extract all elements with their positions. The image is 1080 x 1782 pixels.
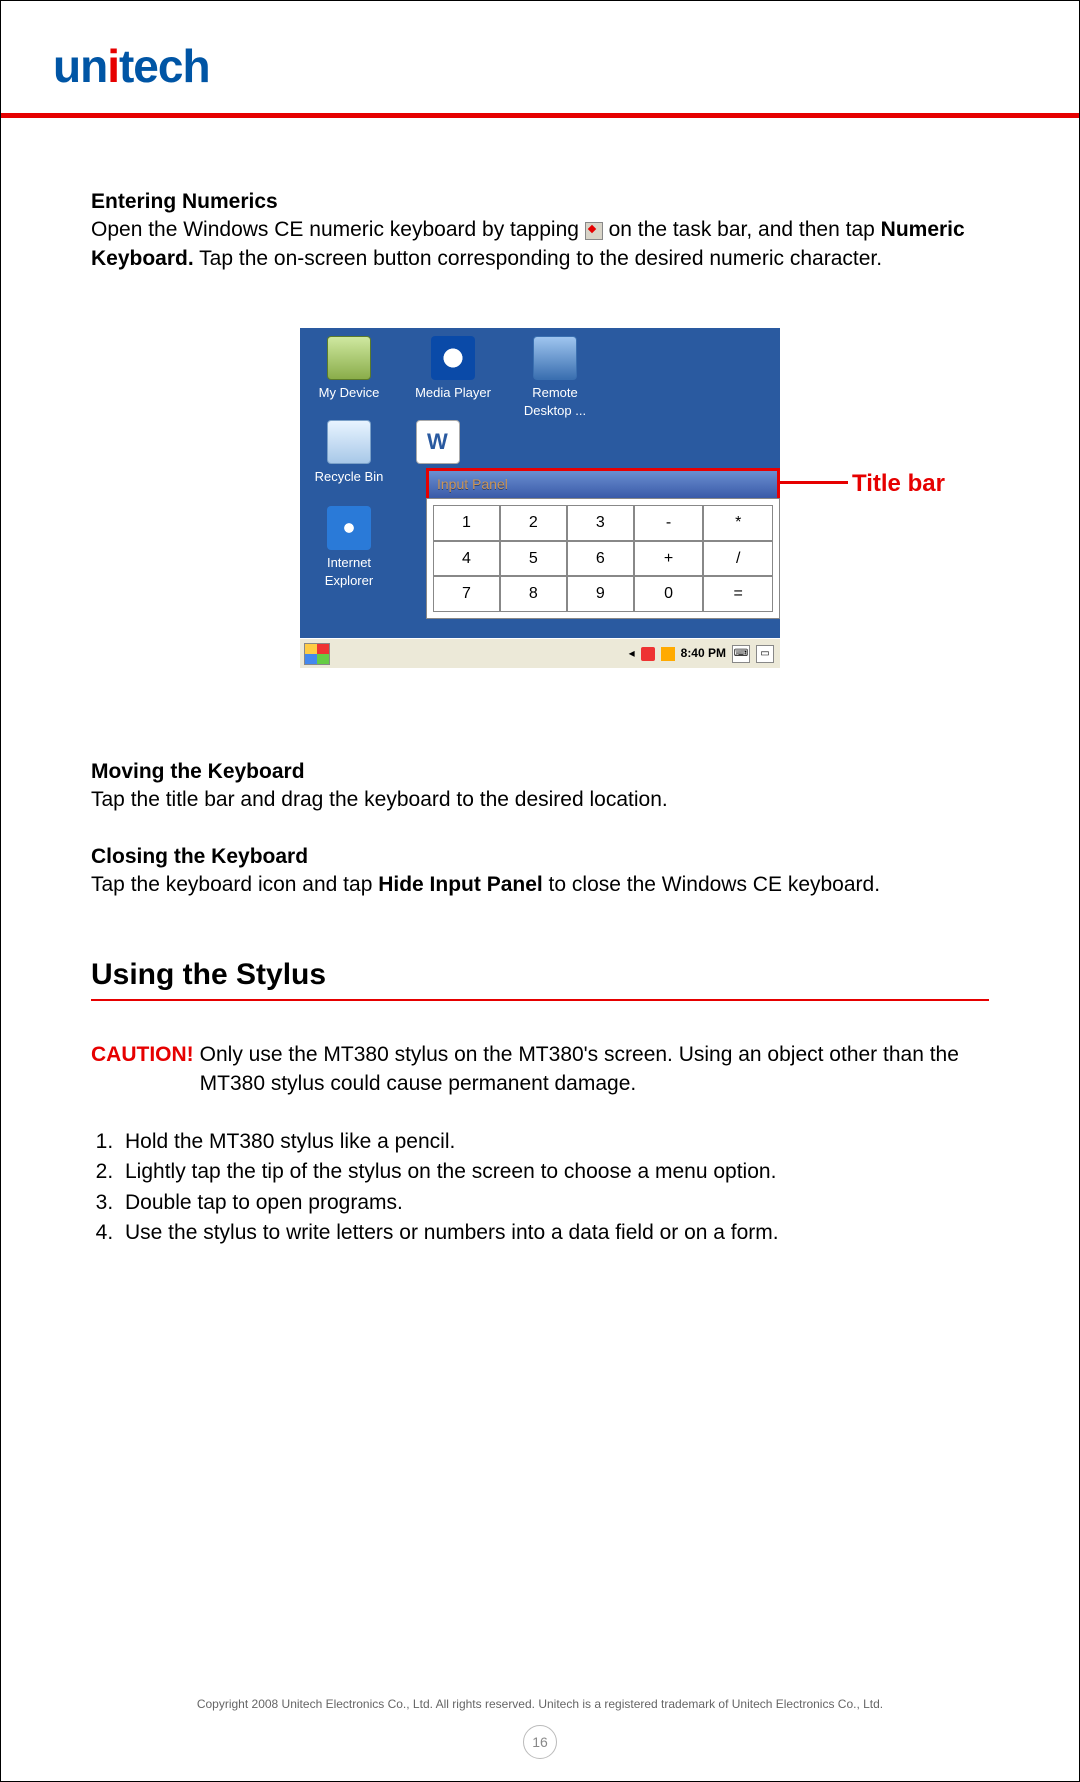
brand-logo: unitech — [53, 40, 210, 92]
key-9[interactable]: 9 — [567, 576, 634, 612]
caution-block: CAUTION! Only use the MT380 stylus on th… — [91, 1041, 989, 1098]
key-4[interactable]: 4 — [433, 541, 500, 577]
closing-keyboard-para: Closing the Keyboard Tap the keyboard ic… — [91, 843, 989, 900]
media-label: Media Player — [408, 384, 498, 402]
media-player-icon — [431, 336, 475, 380]
key-slash[interactable]: / — [703, 541, 773, 577]
closing-pre: Tap the keyboard icon and tap — [91, 873, 378, 896]
stylus-steps-list: Hold the MT380 stylus like a pencil. Lig… — [95, 1128, 989, 1247]
stylus-step-3: Double tap to open programs. — [119, 1189, 989, 1217]
moving-keyboard-body: Tap the title bar and drag the keyboard … — [91, 788, 668, 811]
caution-label: CAUTION! — [91, 1041, 194, 1098]
keyboard-taskbar-icon — [585, 222, 603, 240]
callout-line — [780, 481, 848, 484]
desktop-icon-word[interactable] — [408, 420, 468, 468]
tray-icon-1[interactable] — [641, 647, 655, 661]
desktop-icon-remote[interactable]: Remote Desktop ... — [510, 336, 600, 419]
stylus-step-1: Hold the MT380 stylus like a pencil. — [119, 1128, 989, 1156]
entering-numerics-title: Entering Numerics — [91, 190, 278, 213]
moving-keyboard-title: Moving the Keyboard — [91, 760, 305, 783]
copyright-footer: Copyright 2008 Unitech Electronics Co., … — [1, 1697, 1079, 1711]
key-7[interactable]: 7 — [433, 576, 500, 612]
taskbar-clock: 8:40 PM — [681, 645, 726, 661]
key-8[interactable]: 8 — [500, 576, 567, 612]
internet-explorer-icon — [327, 506, 371, 550]
page-header: unitech — [1, 1, 1079, 113]
recycle-bin-icon — [327, 420, 371, 464]
key-2[interactable]: 2 — [500, 505, 567, 541]
desktop-icon-ie[interactable]: Internet Explorer — [304, 506, 394, 589]
stylus-heading-rule — [91, 999, 989, 1001]
entering-text-a: Open the Windows CE numeric keyboard by … — [91, 218, 585, 241]
entering-text-b: on the task bar, and then tap — [609, 218, 881, 241]
using-stylus-heading: Using the Stylus — [91, 955, 989, 996]
tray-arrow: ◂ — [629, 645, 635, 661]
logo-dot: i — [107, 40, 119, 92]
logo-text-pre: un — [53, 40, 107, 92]
stylus-step-2: Lightly tap the tip of the stylus on the… — [119, 1158, 989, 1186]
closing-post: to close the Windows CE keyboard. — [543, 873, 880, 896]
start-button[interactable] — [304, 643, 330, 665]
key-5[interactable]: 5 — [500, 541, 567, 577]
numeric-keypad: 1 2 3 - * 4 5 6 + — [426, 498, 780, 619]
key-plus[interactable]: + — [634, 541, 704, 577]
moving-keyboard-para: Moving the Keyboard Tap the title bar an… — [91, 758, 989, 815]
logo-text-post: tech — [119, 40, 210, 92]
mydevice-label: My Device — [304, 384, 394, 402]
page-number: 16 — [523, 1725, 557, 1759]
caution-body: Only use the MT380 stylus on the MT380's… — [200, 1041, 989, 1098]
taskbar: ◂ 8:40 PM ⌨ ▭ — [300, 638, 780, 668]
desktop-icon-media[interactable]: Media Player — [408, 336, 498, 402]
ie-label-1: Internet — [304, 554, 394, 572]
screenshot-figure: My Device Media Player Remote Desktop ..… — [91, 328, 989, 668]
key-6[interactable]: 6 — [567, 541, 634, 577]
remote-label: Remote Desktop ... — [510, 384, 600, 419]
sip-icon[interactable]: ⌨ — [732, 645, 750, 663]
closing-bold: Hide Input Panel — [378, 873, 543, 896]
closing-keyboard-title: Closing the Keyboard — [91, 845, 308, 868]
tray-icon-2[interactable] — [661, 647, 675, 661]
key-equals[interactable]: = — [703, 576, 773, 612]
recycle-label: Recycle Bin — [304, 468, 394, 486]
word-icon — [416, 420, 460, 464]
desktop-icon-recycle[interactable]: Recycle Bin — [304, 420, 394, 486]
key-minus[interactable]: - — [634, 505, 704, 541]
callout-titlebar-label: Title bar — [852, 468, 945, 500]
ie-label-2: Explorer — [304, 572, 394, 590]
mydevice-icon — [327, 336, 371, 380]
entering-numerics-para: Entering Numerics Open the Windows CE nu… — [91, 188, 989, 273]
key-0[interactable]: 0 — [634, 576, 704, 612]
input-panel: Input Panel 1 2 3 - * — [426, 468, 780, 619]
entering-text-c: Tap the on-screen button corresponding t… — [199, 247, 882, 270]
key-1[interactable]: 1 — [433, 505, 500, 541]
key-3[interactable]: 3 — [567, 505, 634, 541]
system-tray: ◂ 8:40 PM ⌨ ▭ — [629, 645, 780, 663]
desktop-show-icon[interactable]: ▭ — [756, 645, 774, 663]
wince-desktop: My Device Media Player Remote Desktop ..… — [300, 328, 780, 638]
input-panel-titlebar[interactable]: Input Panel — [426, 468, 780, 498]
key-star[interactable]: * — [703, 505, 773, 541]
stylus-step-4: Use the stylus to write letters or numbe… — [119, 1219, 989, 1247]
desktop-icon-mydevice[interactable]: My Device — [304, 336, 394, 402]
remote-desktop-icon — [533, 336, 577, 380]
page-content: Entering Numerics Open the Windows CE nu… — [1, 118, 1079, 1247]
wince-screenshot: My Device Media Player Remote Desktop ..… — [300, 328, 780, 668]
